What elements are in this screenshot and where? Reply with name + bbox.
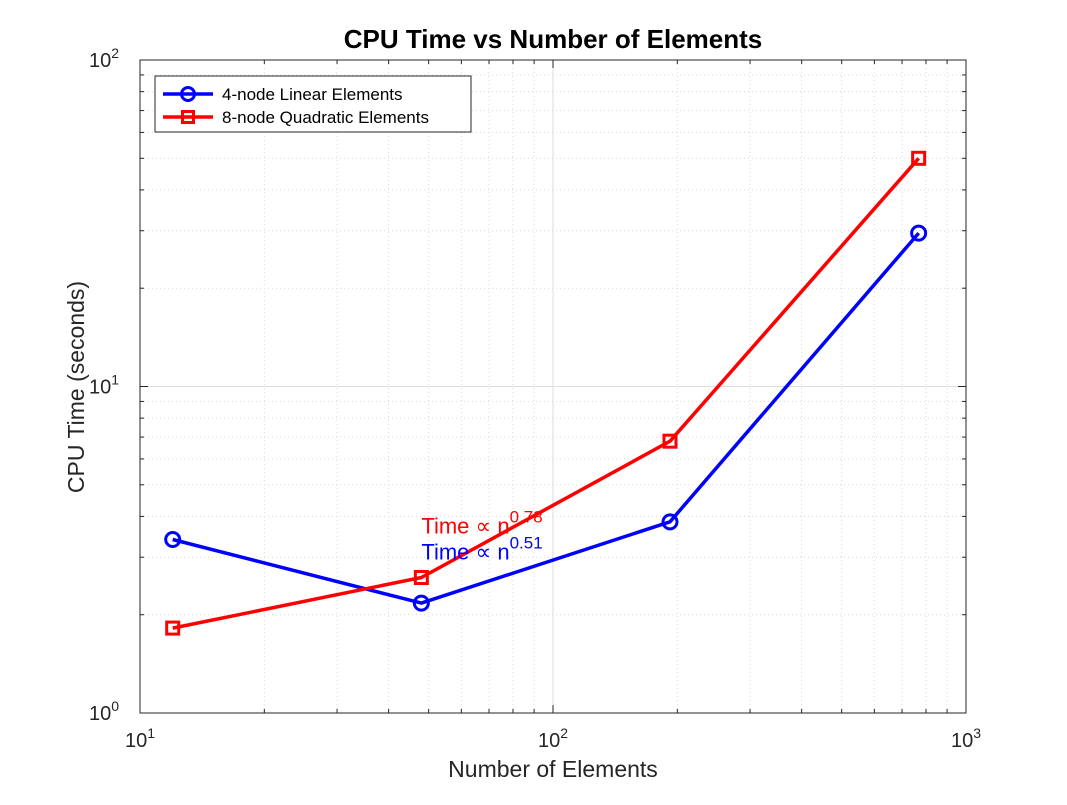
x-tick-label: 102 [538,725,568,752]
annotation-2: Time ∝ n0.51 [421,534,542,565]
legend-label: 4-node Linear Elements [222,85,403,104]
y-tick-label: 102 [89,45,119,72]
series-2-point [165,620,181,636]
series-line-1 [172,231,921,605]
y-tick-label: 100 [89,698,119,725]
series-1-point [164,530,182,548]
legend: 4-node Linear Elements 8-node Quadratic E… [154,75,472,133]
series-1-point [910,224,928,242]
legend-box [154,75,472,133]
legend-marker-circle [180,86,196,102]
series-1-point [661,513,679,531]
series-2-point [662,433,678,449]
legend-label: 8-node Quadratic Elements [222,108,429,127]
series-layer [164,150,928,636]
x-tick-label: 101 [125,725,155,752]
annotation-1: Time ∝ n0.78 [421,507,542,538]
x-tick-label: 103 [951,725,981,752]
series-line-2 [172,157,921,630]
chart-title: CPU Time vs Number of Elements [344,24,763,54]
y-tick-label: 101 [89,372,119,399]
y-axis-label: CPU Time (seconds) [63,281,89,493]
legend-marker-square [181,110,195,124]
series-2-point [413,570,429,586]
grid [140,60,966,713]
series-1-point [412,594,430,612]
x-axis-label: Number of Elements [448,756,658,782]
series-2-point [911,150,927,166]
